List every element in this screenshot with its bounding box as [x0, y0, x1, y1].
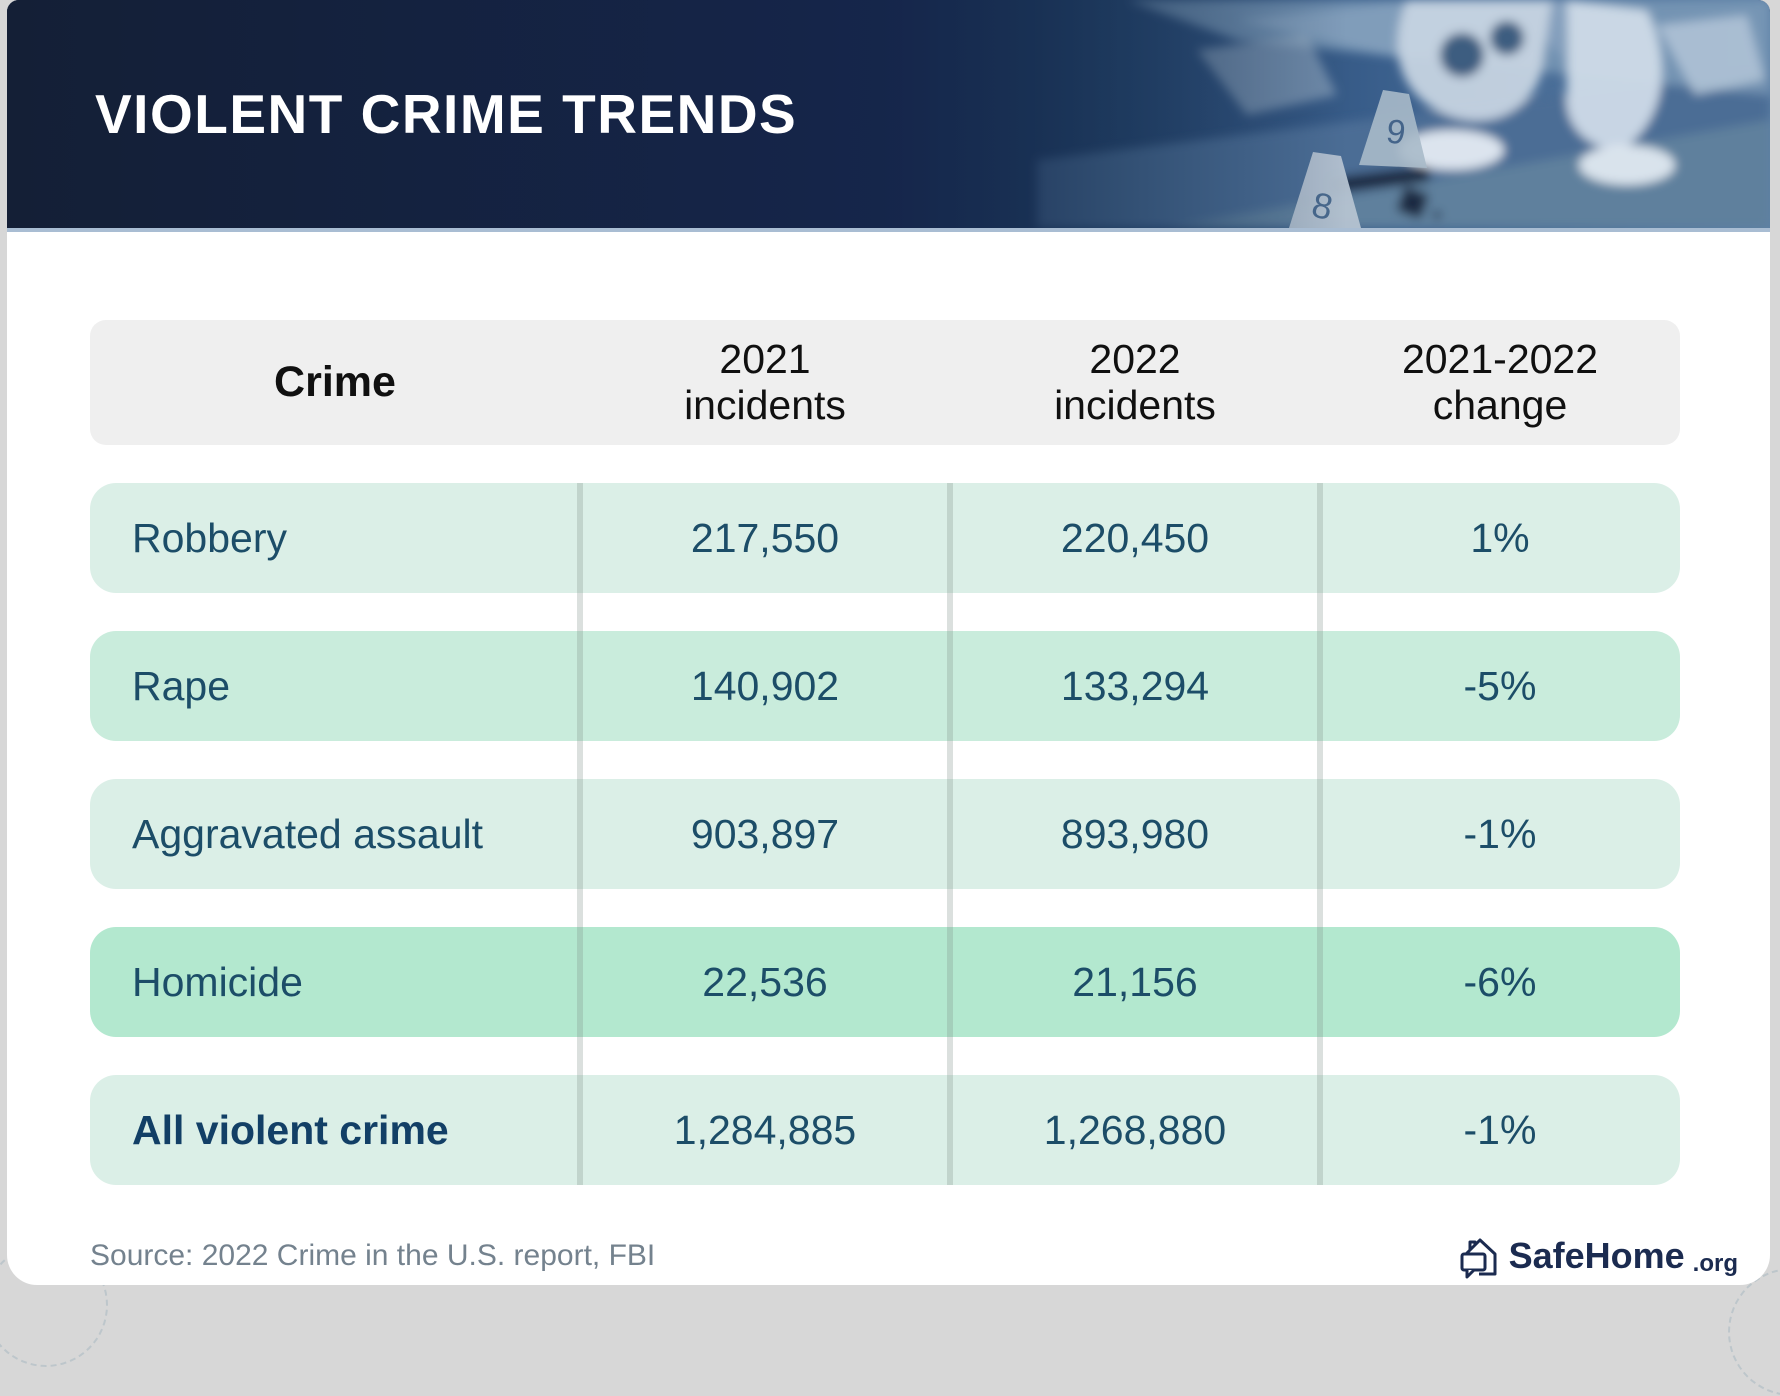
- cell-2022-incidents: 1,268,880: [1043, 1106, 1227, 1153]
- column-header-change: 2021-2022 change: [1401, 335, 1599, 428]
- table-row-all-violent-crime: All violent crime 1,284,885 1,268,880 -1…: [90, 1075, 1680, 1185]
- cell-change: -5%: [1463, 662, 1537, 709]
- source-text: Source: 2022 Crime in the U.S. report, F…: [90, 1239, 656, 1272]
- cell-2022-incidents: 21,156: [1072, 958, 1198, 1005]
- column-divider: [1317, 483, 1323, 1185]
- cell-2021-incidents: 140,902: [690, 662, 840, 709]
- cell-2022-incidents: 220,450: [1060, 514, 1210, 561]
- brand-name: SafeHome: [1508, 1235, 1685, 1276]
- safehome-logo[interactable]: SafeHome .org: [1459, 1233, 1738, 1279]
- cell-change: -6%: [1463, 958, 1537, 1005]
- table-row-robbery: Robbery 217,550 220,450 1%: [90, 483, 1680, 593]
- column-header-crime: Crime: [274, 358, 396, 407]
- table-row-aggravated-assault: Aggravated assault 903,897 893,980 -1%: [90, 779, 1680, 889]
- safehome-house-icon: [1460, 1238, 1497, 1279]
- infographic-card: 9 8 VIOLENT CRIME TRENDS Crime 2021 inci…: [7, 0, 1770, 1285]
- column-divider: [577, 483, 583, 1185]
- crime-scene-photo: 9 8: [7, 0, 1770, 228]
- footer: Source: 2022 Crime in the U.S. report, F…: [90, 1227, 1738, 1285]
- cell-crime: Homicide: [132, 958, 303, 1005]
- cell-crime: Aggravated assault: [132, 810, 484, 857]
- table-header-row: Crime 2021 incidents 2022 incidents 2021…: [90, 320, 1680, 445]
- cell-2022-incidents: 893,980: [1060, 810, 1210, 857]
- dashed-circle-decoration-bottom-right: [1728, 1268, 1780, 1396]
- cell-change: -1%: [1463, 810, 1537, 857]
- table-row-homicide: Homicide 22,536 21,156 -6%: [90, 927, 1680, 1037]
- page-title: VIOLENT CRIME TRENDS: [95, 83, 798, 145]
- table-row-rape: Rape 140,902 133,294 -5%: [90, 631, 1680, 741]
- cell-crime: All violent crime: [132, 1106, 449, 1153]
- brand-tld: .org: [1692, 1250, 1738, 1277]
- header-accent-line: [7, 228, 1770, 232]
- table-body: Robbery 217,550 220,450 1% Rape 140,902 …: [90, 483, 1680, 1185]
- cell-crime: Rape: [132, 662, 231, 709]
- cell-2021-incidents: 1,284,885: [673, 1106, 857, 1153]
- hero-header: 9 8 VIOLENT CRIME TRENDS: [7, 0, 1770, 228]
- cell-2021-incidents: 22,536: [702, 958, 828, 1005]
- table-section: Crime 2021 incidents 2022 incidents 2021…: [7, 232, 1770, 1285]
- column-header-2022: 2022 incidents: [1054, 335, 1216, 428]
- cell-crime: Robbery: [132, 514, 287, 561]
- column-header-2021: 2021 incidents: [684, 335, 846, 428]
- cell-2022-incidents: 133,294: [1060, 662, 1210, 709]
- cell-2021-incidents: 903,897: [690, 810, 840, 857]
- column-divider: [947, 483, 953, 1185]
- cell-2021-incidents: 217,550: [690, 514, 840, 561]
- cell-change: -1%: [1463, 1106, 1537, 1153]
- cell-change: 1%: [1470, 514, 1530, 561]
